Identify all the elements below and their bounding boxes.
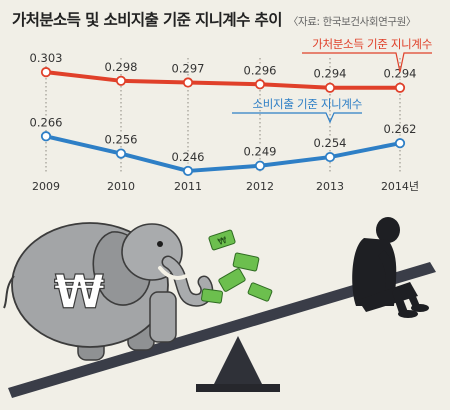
data-label: 0.294 (314, 67, 347, 81)
data-label: 0.294 (384, 67, 417, 81)
data-point (40, 67, 52, 78)
data-point (394, 82, 406, 93)
data-point (182, 77, 194, 88)
seesaw-base (196, 384, 280, 392)
data-label: 0.256 (105, 133, 138, 147)
data-point (324, 151, 336, 163)
x-tick-label: 2012 (246, 180, 274, 193)
data-point (324, 82, 336, 93)
chart-title: 가처분소득 및 소비지출 기준 지니계수 추이 (12, 11, 282, 29)
data-label: 0.303 (30, 51, 63, 65)
x-tick-label: 2010 (107, 180, 135, 193)
chart-header: 가처분소득 및 소비지출 기준 지니계수 추이 〈자료: 한국보건사회연구원〉 (12, 8, 442, 32)
data-label: 0.262 (384, 122, 417, 136)
data-point (40, 131, 52, 142)
chart-source: 〈자료: 한국보건사회연구원〉 (287, 16, 417, 28)
series-legend-label: 가처분소득 기준 지니계수 (312, 37, 432, 51)
data-point (254, 160, 266, 171)
x-tick-label: 2014년 (381, 180, 419, 193)
data-point (115, 148, 127, 159)
data-label: 0.298 (105, 60, 138, 74)
elephant-won-symbol: ₩ (54, 265, 105, 319)
x-tick-label: 2011 (174, 180, 202, 193)
series-legend-pointer (302, 52, 432, 73)
data-label: 0.297 (172, 62, 205, 76)
chart-layer: 2009 2010 2011 2012 2013 2014년 0.303 0.298 0.297… (28, 37, 432, 193)
money-won-symbol: ₩ (217, 236, 229, 248)
x-tick-label: 2013 (316, 180, 344, 193)
data-label: 0.249 (244, 145, 277, 159)
seesaw-board (8, 262, 436, 398)
seesaw-fulcrum (212, 336, 264, 388)
series-legend-pointer (232, 112, 362, 124)
x-tick-label: 2009 (32, 180, 60, 193)
money-bills: ₩ (201, 229, 273, 304)
data-label: 0.266 (30, 115, 63, 129)
series-line-1 (44, 134, 402, 173)
data-label: 0.254 (314, 136, 347, 150)
series-line-0 (44, 70, 402, 90)
elephant-icon (3, 222, 214, 361)
sitting-man-icon (352, 217, 429, 318)
data-point (115, 75, 127, 86)
data-point (394, 138, 406, 149)
data-point (182, 165, 194, 177)
data-label: 0.246 (172, 150, 205, 164)
series-legend-label: 소비지출 기준 지니계수 (252, 97, 362, 111)
data-label: 0.296 (244, 63, 277, 77)
data-point (254, 79, 266, 90)
